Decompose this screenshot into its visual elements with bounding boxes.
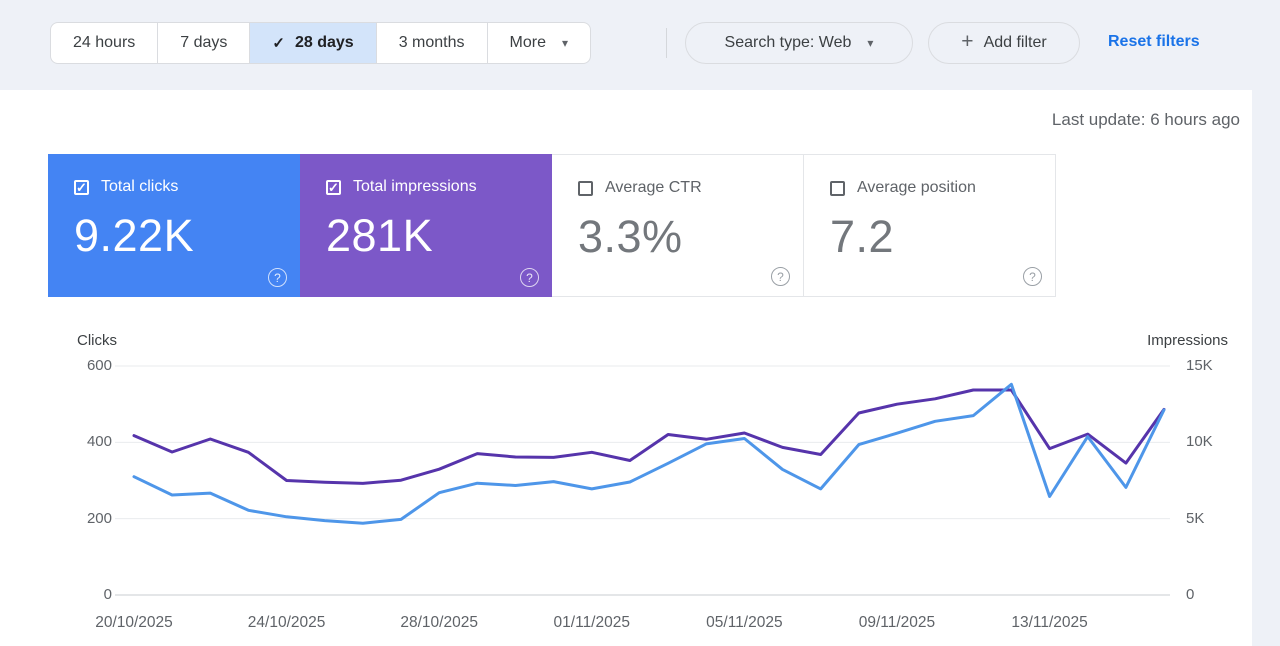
card-value: 9.22K [74, 210, 195, 261]
card-value: 7.2 [830, 211, 895, 262]
check-icon: ✓ [272, 35, 285, 52]
right-axis-tick: 5K [1186, 509, 1205, 527]
x-axis-date-label: 24/10/2025 [247, 614, 326, 631]
chevron-down-icon: ▾ [561, 36, 568, 50]
performance-panel: Last update: 6 hours ago ✓ Total clicks … [0, 90, 1252, 646]
checkbox-checked-icon[interactable]: ✓ [74, 179, 89, 195]
card-value: 281K [326, 210, 434, 261]
filter-toolbar: 24 hours 7 days ✓ 28 days 3 months More … [0, 0, 1280, 90]
card-label: Average CTR [605, 179, 702, 196]
left-axis-title: Clicks [77, 332, 117, 349]
left-axis-tick: 600 [86, 357, 112, 374]
date-range-label: 24 hours [73, 34, 136, 51]
date-range-selector: 24 hours 7 days ✓ 28 days 3 months More … [50, 22, 591, 64]
series-line-impressions[interactable] [132, 388, 1166, 485]
date-range-label: 28 days [294, 34, 354, 51]
series-line-clicks[interactable] [132, 382, 1166, 525]
card-header: Average position [830, 179, 1055, 197]
toolbar-divider [666, 28, 667, 58]
card-header: Average CTR [578, 179, 803, 197]
metric-card-average-position[interactable]: Average position 7.2 ? [804, 154, 1056, 297]
right-axis-tick: 0 [1186, 586, 1195, 603]
date-range-28-days[interactable]: ✓ 28 days [250, 23, 377, 63]
left-axis-tick: 400 [86, 433, 112, 451]
help-icon[interactable]: ? [1023, 267, 1042, 286]
metric-card-total-clicks[interactable]: ✓ Total clicks 9.22K ? [48, 154, 300, 297]
metric-cards-row: ✓ Total clicks 9.22K ? ✓ Total impressio… [48, 154, 1056, 297]
search-type-dropdown[interactable]: Search type: Web ▾ [685, 22, 913, 64]
card-header: ✓ Total clicks [74, 178, 300, 196]
card-header: ✓ Total impressions [326, 178, 552, 196]
x-axis-date-label: 13/11/2025 [1011, 614, 1088, 631]
date-range-more-dropdown[interactable]: More ▾ [488, 23, 590, 63]
reset-filters-link[interactable]: Reset filters [1108, 33, 1200, 50]
help-icon[interactable]: ? [771, 267, 790, 286]
x-axis-date-label: 28/10/2025 [400, 614, 478, 631]
metric-card-total-impressions[interactable]: ✓ Total impressions 281K ? [300, 154, 552, 297]
date-range-24-hours[interactable]: 24 hours [51, 23, 159, 63]
left-axis-tick: 0 [103, 586, 112, 603]
x-axis-date-label: 09/11/2025 [858, 614, 936, 631]
chart-plot[interactable] [0, 330, 1252, 616]
right-axis-tick: 15K [1186, 357, 1213, 374]
date-range-3-months[interactable]: 3 months [377, 23, 488, 63]
plus-icon: + [961, 30, 974, 53]
search-type-label: Search type: Web [724, 34, 852, 51]
card-value: 3.3% [578, 211, 683, 262]
help-icon[interactable]: ? [520, 268, 539, 287]
right-axis-tick: 10K [1186, 433, 1213, 451]
card-label: Total clicks [101, 178, 179, 195]
date-range-label: 7 days [180, 34, 228, 51]
date-range-7-days[interactable]: 7 days [158, 23, 251, 63]
checkbox-unchecked-icon[interactable] [830, 180, 845, 196]
x-axis-date-label: 20/10/2025 [95, 614, 173, 631]
last-update-text: Last update: 6 hours ago [1051, 110, 1240, 129]
date-range-label: 3 months [398, 34, 465, 51]
checkbox-unchecked-icon[interactable] [578, 180, 593, 196]
x-axis-date-label: 05/11/2025 [706, 614, 783, 631]
card-label: Total impressions [353, 178, 477, 195]
add-filter-label: Add filter [983, 34, 1047, 51]
checkbox-checked-icon[interactable]: ✓ [326, 179, 341, 195]
x-axis-date-label: 01/11/2025 [553, 614, 630, 631]
left-axis-tick: 200 [86, 509, 112, 527]
right-axis-title: Impressions [1147, 332, 1228, 349]
chevron-down-icon: ▾ [867, 36, 874, 50]
help-icon[interactable]: ? [268, 268, 287, 287]
metric-card-average-ctr[interactable]: Average CTR 3.3% ? [552, 154, 804, 297]
performance-chart: Clicks Impressions 600 400 200 0 15K 10K 5K 0 … [0, 330, 1252, 646]
date-range-label: More [509, 34, 546, 51]
card-label: Average position [857, 179, 976, 196]
add-filter-button[interactable]: + Add filter [928, 22, 1080, 64]
